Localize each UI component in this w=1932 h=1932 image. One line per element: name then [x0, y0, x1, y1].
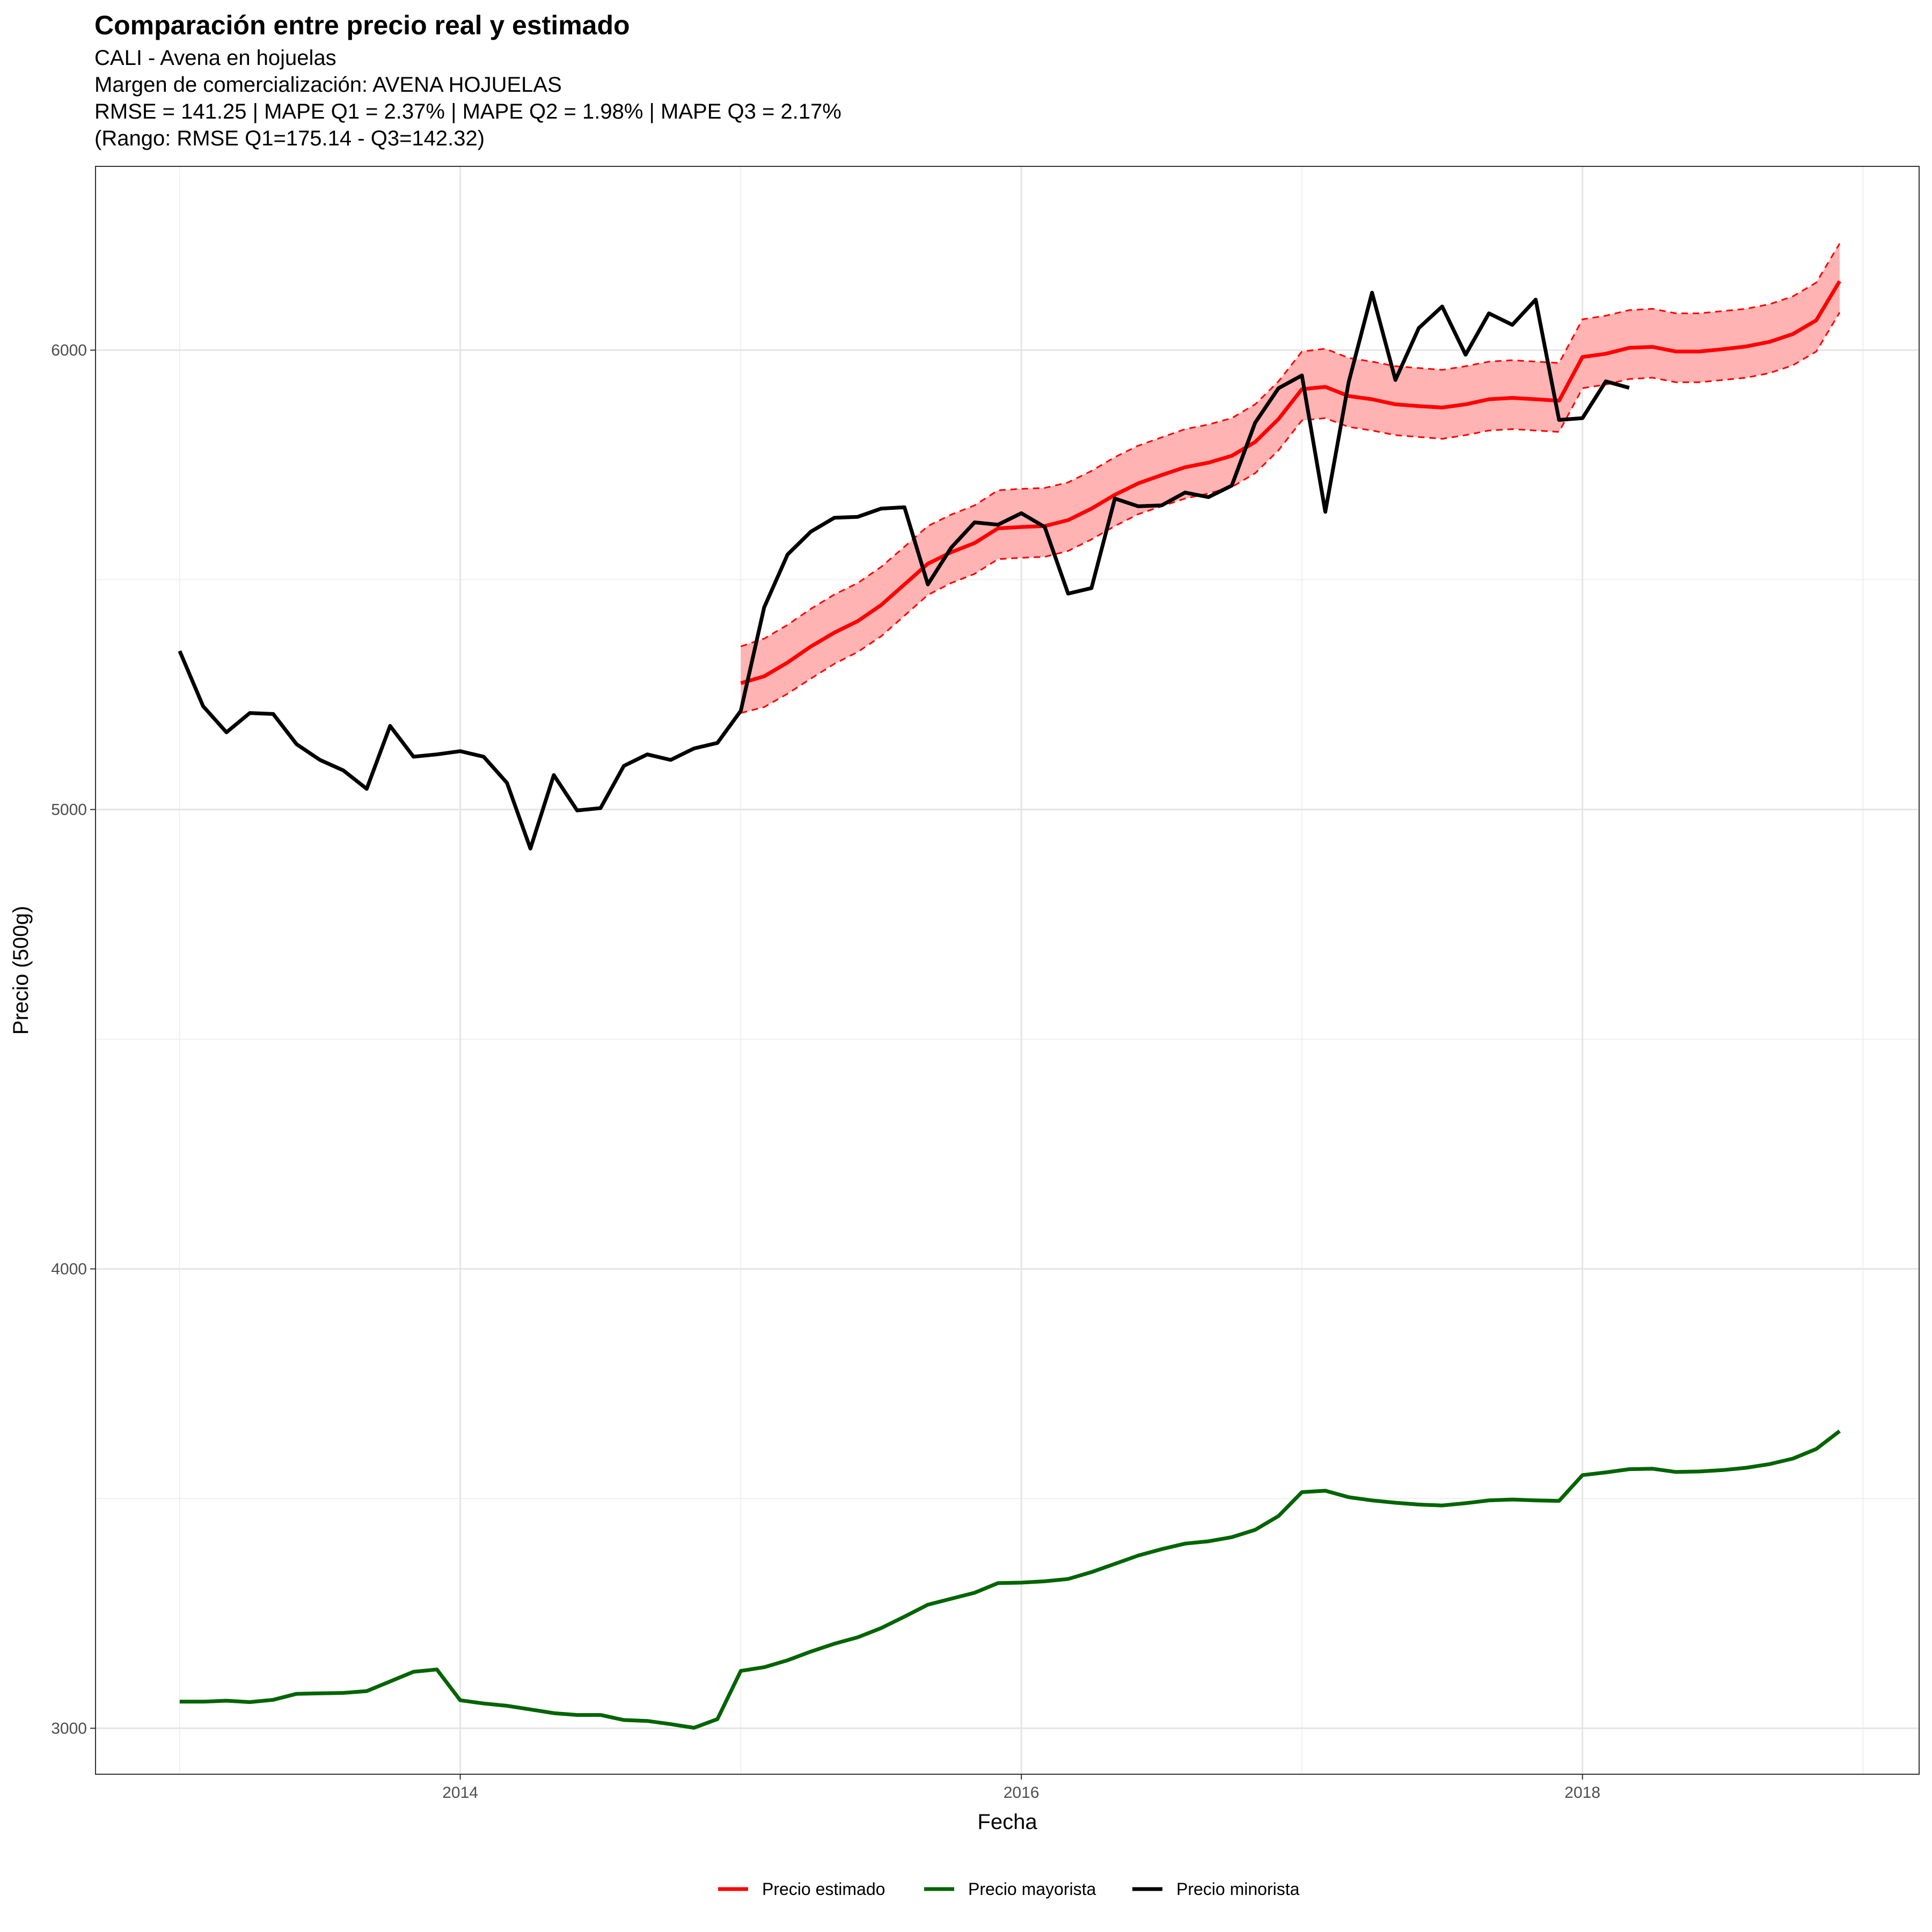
y-tick-label: 5000 [51, 801, 87, 818]
confidence-band-area [741, 243, 1840, 713]
subtitle-line-1: CALI - Avena en hojuelas [94, 46, 336, 70]
chart-title: Comparación entre precio real y estimado [94, 10, 630, 40]
subtitle-line-3: RMSE = 141.25 | MAPE Q1 = 2.37% | MAPE Q… [94, 100, 841, 123]
minor-gridlines [96, 166, 1919, 1774]
subtitle-line-4: (Rango: RMSE Q1=175.14 - Q3=142.32) [94, 127, 485, 150]
y-axis: 3000 4000 5000 6000 [51, 341, 96, 1737]
subtitle-line-2: Margen de comercialización: AVENA HOJUEL… [94, 73, 562, 97]
x-axis-title: Fecha [977, 1810, 1037, 1834]
y-tick-label: 3000 [51, 1719, 87, 1737]
y-tick-label: 4000 [51, 1260, 87, 1278]
x-tick-label: 2016 [1004, 1784, 1040, 1802]
series-line-precio-mayorista [179, 1429, 1841, 1730]
major-gridlines [96, 166, 1919, 1774]
legend: Precio estimado Precio mayorista Precio mi… [718, 1879, 1300, 1899]
legend-label: Precio mayorista [968, 1879, 1096, 1899]
confidence-band [741, 243, 1840, 713]
y-tick-label: 6000 [51, 341, 87, 359]
plot-panel-border [95, 166, 1920, 1775]
y-axis-title: Precio (500g) [9, 906, 33, 1035]
legend-label: Precio minorista [1176, 1879, 1300, 1899]
x-axis: 2014 2016 2018 [442, 1774, 1600, 1802]
series-lines [178, 243, 1841, 1730]
x-tick-label: 2014 [442, 1784, 478, 1802]
upper-bound-line [740, 243, 1841, 647]
x-tick-label: 2018 [1564, 1784, 1600, 1802]
legend-label: Precio estimado [762, 1879, 885, 1899]
series-line-precio-minorista [178, 290, 1630, 851]
lower-bound-line [741, 312, 1841, 714]
